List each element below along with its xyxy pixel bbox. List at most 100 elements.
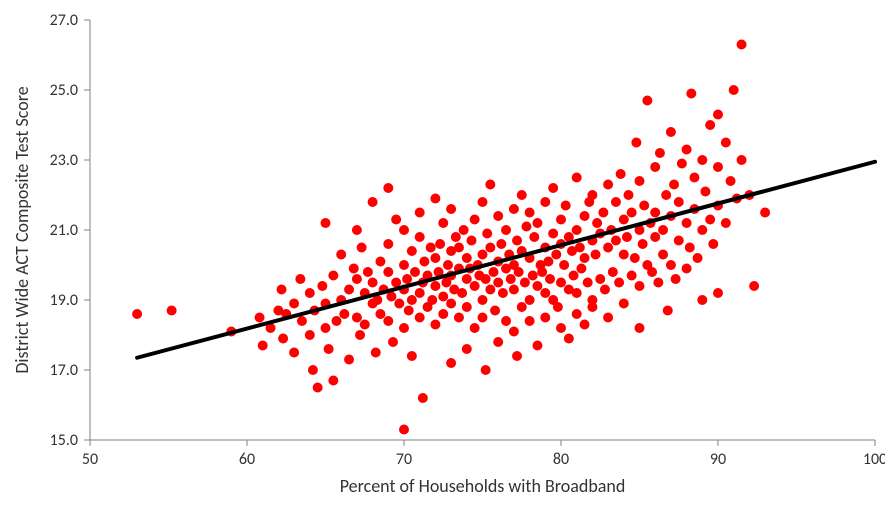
chart-svg: 506070809010015.017.019.021.023.025.027.… (0, 0, 885, 514)
data-point (556, 278, 566, 288)
data-point (658, 225, 668, 235)
data-point (619, 299, 629, 309)
data-point (580, 320, 590, 330)
data-point (608, 267, 618, 277)
data-point (462, 274, 472, 284)
data-point (708, 239, 718, 249)
data-point (569, 271, 579, 281)
data-point (336, 250, 346, 260)
data-point (352, 274, 362, 284)
y-tick-label: 17.0 (50, 361, 78, 380)
data-point (349, 264, 359, 274)
y-tick-label: 25.0 (50, 81, 78, 100)
data-point (501, 316, 511, 326)
data-point (551, 250, 561, 260)
x-tick-label: 80 (553, 450, 569, 469)
data-point (619, 250, 629, 260)
data-point (663, 306, 673, 316)
data-point (682, 218, 692, 228)
data-point (430, 253, 440, 263)
data-point (352, 313, 362, 323)
data-point (324, 344, 334, 354)
data-point (650, 162, 660, 172)
data-point (726, 176, 736, 186)
data-point (496, 239, 506, 249)
data-point (467, 236, 477, 246)
data-point (521, 222, 531, 232)
data-point (616, 169, 626, 179)
data-point (415, 288, 425, 298)
data-point (669, 180, 679, 190)
data-point (635, 323, 645, 333)
data-point (561, 201, 571, 211)
data-point (520, 278, 530, 288)
data-point (627, 271, 637, 281)
data-point (592, 218, 602, 228)
data-point (371, 348, 381, 358)
data-point (375, 309, 385, 319)
data-point (481, 274, 491, 284)
data-point (559, 260, 569, 270)
data-point (459, 225, 469, 235)
data-point (402, 274, 412, 284)
data-point (635, 281, 645, 291)
data-point (658, 250, 668, 260)
data-point (713, 110, 723, 120)
data-point (394, 299, 404, 309)
data-point (595, 274, 605, 284)
data-point (525, 208, 535, 218)
data-point (404, 306, 414, 316)
data-point (697, 225, 707, 235)
data-point (478, 313, 488, 323)
data-point (576, 264, 586, 274)
data-point (451, 232, 461, 242)
data-point (462, 344, 472, 354)
data-point (517, 190, 527, 200)
data-point (344, 355, 354, 365)
data-point (697, 155, 707, 165)
data-point (383, 316, 393, 326)
y-tick-label: 27.0 (50, 11, 78, 30)
chart-bg (0, 0, 885, 514)
y-tick-label: 23.0 (50, 151, 78, 170)
scatter-chart: 506070809010015.017.019.021.023.025.027.… (0, 0, 885, 514)
data-point (639, 201, 649, 211)
data-point (509, 285, 519, 295)
data-point (532, 281, 542, 291)
data-point (430, 194, 440, 204)
x-tick-label: 50 (82, 450, 98, 469)
data-point (630, 253, 640, 263)
data-point (540, 288, 550, 298)
data-point (705, 120, 715, 130)
data-point (705, 215, 715, 225)
data-point (501, 225, 511, 235)
data-point (360, 320, 370, 330)
data-point (624, 190, 634, 200)
data-point (572, 288, 582, 298)
data-point (509, 204, 519, 214)
data-point (729, 85, 739, 95)
data-point (478, 197, 488, 207)
data-point (537, 267, 547, 277)
data-point (603, 243, 613, 253)
data-point (383, 183, 393, 193)
data-point (399, 260, 409, 270)
data-point (305, 330, 315, 340)
data-point (749, 281, 759, 291)
data-point (587, 190, 597, 200)
data-point (470, 281, 480, 291)
data-point (488, 267, 498, 277)
data-point (587, 302, 597, 312)
data-point (540, 197, 550, 207)
data-point (693, 253, 703, 263)
data-point (572, 173, 582, 183)
data-point (399, 323, 409, 333)
data-point (529, 232, 539, 242)
data-point (580, 253, 590, 263)
data-point (438, 292, 448, 302)
data-point (399, 225, 409, 235)
data-point (598, 208, 608, 218)
data-point (391, 215, 401, 225)
data-point (614, 278, 624, 288)
data-point (289, 299, 299, 309)
